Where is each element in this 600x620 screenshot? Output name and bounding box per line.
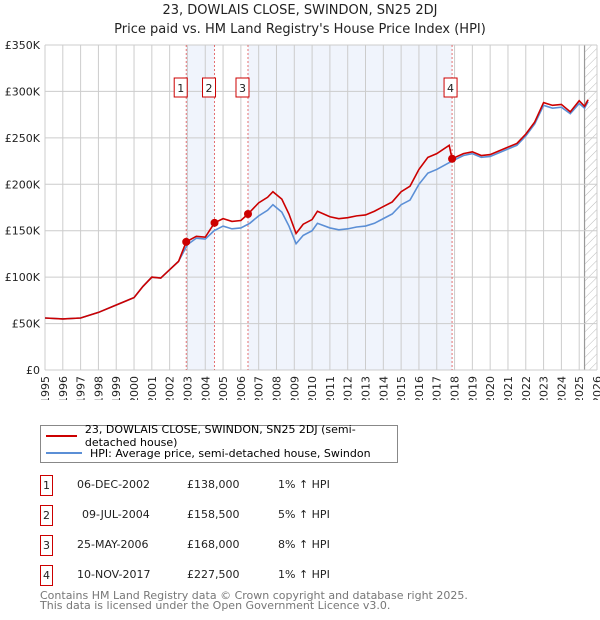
x-tick-label: 2025 bbox=[573, 376, 586, 400]
sale-label: 1 bbox=[177, 82, 184, 95]
x-tick-label: 2011 bbox=[324, 376, 337, 400]
x-tick-label: 2009 bbox=[288, 376, 301, 400]
sale-number: 1 bbox=[40, 475, 53, 496]
x-tick-label: 2014 bbox=[377, 376, 390, 400]
legend: 23, DOWLAIS CLOSE, SWINDON, SN25 2DJ (se… bbox=[40, 423, 398, 463]
y-tick-label: £100K bbox=[5, 271, 41, 284]
x-tick-label: 2002 bbox=[164, 376, 177, 400]
x-tick-label: 1996 bbox=[57, 376, 70, 400]
x-tick-label: 2008 bbox=[270, 376, 283, 400]
x-tick-label: 2018 bbox=[449, 376, 462, 400]
legend-label: 23, DOWLAIS CLOSE, SWINDON, SN25 2DJ (se… bbox=[84, 423, 356, 449]
sale-date: 06-DEC-2002 bbox=[77, 478, 151, 491]
y-tick-label: £300K bbox=[5, 85, 41, 98]
sale-point bbox=[210, 218, 219, 227]
sale-hpi-diff: 5% ↑ HPI bbox=[278, 508, 330, 521]
sale-row: 4 10-NOV-2017 £227,500 1% ↑ HPI bbox=[40, 565, 400, 587]
x-tick-label: 2023 bbox=[538, 376, 551, 400]
sale-date: 10-NOV-2017 bbox=[77, 568, 151, 581]
footer-copyright: Contains HM Land Registry data © Crown c… bbox=[40, 589, 468, 602]
x-tick-label: 2007 bbox=[253, 376, 266, 400]
sale-hpi-diff: 8% ↑ HPI bbox=[278, 538, 330, 551]
sale-date: 25-MAY-2006 bbox=[77, 538, 149, 551]
x-tick-label: 2019 bbox=[466, 376, 479, 400]
x-tick-label: 1995 bbox=[39, 376, 52, 400]
sale-number: 4 bbox=[40, 565, 53, 586]
sale-row: 2 09-JUL-2004 £158,500 5% ↑ HPI bbox=[40, 505, 400, 527]
legend-label: HPI: Average price, semi-detached house,… bbox=[90, 446, 371, 460]
x-tick-label: 2001 bbox=[146, 376, 159, 400]
y-tick-label: £150K bbox=[5, 225, 41, 238]
x-tick-label: 2015 bbox=[395, 376, 408, 400]
y-tick-label: £200K bbox=[5, 178, 41, 191]
sale-row: 3 25-MAY-2006 £168,000 8% ↑ HPI bbox=[40, 535, 400, 557]
x-tick-label: 2016 bbox=[413, 376, 426, 400]
x-tick-label: 2022 bbox=[520, 376, 533, 400]
x-tick-label: 2021 bbox=[502, 376, 515, 400]
shaded-range bbox=[247, 45, 453, 370]
x-tick-label: 2000 bbox=[128, 376, 141, 400]
sale-number: 3 bbox=[40, 535, 53, 556]
sale-number: 2 bbox=[40, 505, 53, 526]
forecast-hatch bbox=[584, 45, 597, 370]
legend-item-hpi: HPI: Average price, semi-detached house,… bbox=[46, 445, 371, 461]
sale-price: £227,500 bbox=[187, 568, 240, 581]
sale-price: £138,000 bbox=[187, 478, 240, 491]
sale-label-box bbox=[443, 77, 458, 98]
sale-hpi-diff: 1% ↑ HPI bbox=[278, 478, 330, 491]
sale-point bbox=[448, 154, 457, 163]
chart-subtitle: Price paid vs. HM Land Registry's House … bbox=[114, 22, 486, 37]
x-tick-label: 2020 bbox=[484, 376, 497, 400]
x-tick-label: 2012 bbox=[342, 376, 355, 400]
sale-point bbox=[182, 237, 191, 246]
x-tick-label: 2017 bbox=[431, 376, 444, 400]
sale-hpi-diff: 1% ↑ HPI bbox=[278, 568, 330, 581]
x-tick-label: 2024 bbox=[555, 376, 568, 400]
sale-label: 4 bbox=[447, 82, 454, 95]
sale-label-box bbox=[235, 77, 250, 98]
legend-item-property: 23, DOWLAIS CLOSE, SWINDON, SN25 2DJ (se… bbox=[46, 423, 397, 449]
y-tick-label: £350K bbox=[5, 39, 41, 52]
x-tick-label: 1999 bbox=[110, 376, 123, 400]
x-tick-label: 2010 bbox=[306, 376, 319, 400]
legend-swatch-red bbox=[46, 435, 77, 437]
property-price-line bbox=[44, 99, 589, 320]
y-tick-label: £50K bbox=[12, 318, 41, 331]
x-tick-label: 2006 bbox=[235, 376, 248, 400]
footer-licence: This data is licensed under the Open Gov… bbox=[40, 599, 391, 612]
x-tick-label: 2003 bbox=[181, 376, 194, 400]
sale-label: 2 bbox=[206, 82, 213, 95]
plot-area: 1995 1996 1997 1998 1999 2000 2001 2002 2003 2004… bbox=[5, 39, 600, 400]
x-tick-label: 2005 bbox=[217, 376, 230, 400]
chart-title: 23, DOWLAIS CLOSE, SWINDON, SN25 2DJ bbox=[162, 3, 438, 18]
y-tick-label: £0 bbox=[26, 364, 40, 377]
sale-row: 1 06-DEC-2002 £138,000 1% ↑ HPI bbox=[40, 475, 400, 497]
sale-date: 09-JUL-2004 bbox=[82, 508, 150, 521]
sale-label-box bbox=[202, 77, 217, 98]
sale-price: £168,000 bbox=[187, 538, 240, 551]
x-tick-label: 2004 bbox=[199, 376, 212, 400]
x-tick-label: 1998 bbox=[92, 376, 105, 400]
legend-swatch-blue bbox=[46, 452, 82, 454]
x-tick-label: 1997 bbox=[75, 376, 88, 400]
x-tick-label: 2013 bbox=[360, 376, 373, 400]
sale-point bbox=[243, 210, 252, 218]
x-tick-label: 2026 bbox=[591, 376, 600, 400]
y-tick-label: £250K bbox=[5, 132, 41, 145]
sale-label-box bbox=[173, 77, 188, 98]
shaded-range bbox=[186, 45, 215, 370]
sale-label: 3 bbox=[239, 82, 246, 95]
sale-price: £158,500 bbox=[187, 508, 240, 521]
